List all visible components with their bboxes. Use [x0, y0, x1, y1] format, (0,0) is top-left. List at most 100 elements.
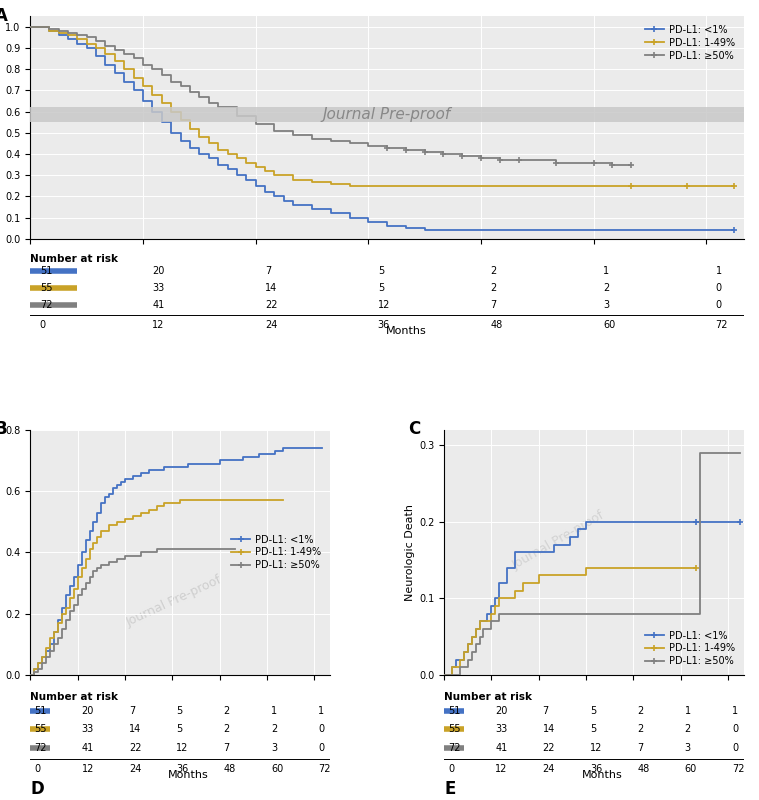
Text: 7: 7	[638, 743, 644, 753]
Text: 33: 33	[82, 725, 94, 734]
Text: 7: 7	[265, 266, 271, 277]
Text: 55: 55	[448, 725, 461, 734]
Text: 14: 14	[543, 725, 555, 734]
Text: 72: 72	[34, 743, 47, 753]
Text: 7: 7	[543, 706, 549, 716]
Text: Journal Pre-proof: Journal Pre-proof	[323, 107, 451, 122]
Text: 36: 36	[176, 764, 188, 774]
Text: E: E	[444, 780, 455, 798]
Text: 22: 22	[543, 743, 555, 753]
Legend: PD-L1: <1%, PD-L1: 1-49%, PD-L1: ≥50%: PD-L1: <1%, PD-L1: 1-49%, PD-L1: ≥50%	[641, 626, 739, 670]
Text: 20: 20	[496, 706, 508, 716]
Text: 72: 72	[39, 300, 52, 310]
Text: 24: 24	[129, 764, 141, 774]
Text: 51: 51	[34, 706, 47, 716]
Text: 3: 3	[271, 743, 277, 753]
Text: 2: 2	[638, 725, 644, 734]
Text: 7: 7	[490, 300, 496, 310]
Legend: PD-L1: <1%, PD-L1: 1-49%, PD-L1: ≥50%: PD-L1: <1%, PD-L1: 1-49%, PD-L1: ≥50%	[227, 530, 326, 574]
Bar	[30, 107, 744, 122]
Text: 12: 12	[176, 743, 189, 753]
Text: 1: 1	[318, 706, 324, 716]
Legend: PD-L1: <1%, PD-L1: 1-49%, PD-L1: ≥50%: PD-L1: <1%, PD-L1: 1-49%, PD-L1: ≥50%	[641, 21, 739, 65]
Text: 2: 2	[271, 725, 277, 734]
Text: 72: 72	[732, 764, 745, 774]
Text: 48: 48	[224, 764, 236, 774]
Text: 12: 12	[153, 320, 165, 330]
Text: C: C	[408, 420, 420, 438]
Text: 20: 20	[153, 266, 165, 277]
Text: 1: 1	[732, 706, 738, 716]
Text: 51: 51	[448, 706, 461, 716]
Text: 14: 14	[265, 283, 277, 294]
Text: 24: 24	[543, 764, 555, 774]
Text: 2: 2	[638, 706, 644, 716]
Text: 5: 5	[378, 283, 384, 294]
Text: 12: 12	[82, 764, 94, 774]
Text: 0: 0	[716, 300, 722, 310]
Text: 24: 24	[265, 320, 278, 330]
Text: 60: 60	[271, 764, 283, 774]
Text: 5: 5	[590, 725, 597, 734]
Text: 2: 2	[224, 706, 230, 716]
Text: 1: 1	[716, 266, 722, 277]
Text: 60: 60	[685, 764, 697, 774]
Text: 12: 12	[590, 743, 603, 753]
Text: 5: 5	[176, 725, 183, 734]
Text: 2: 2	[224, 725, 230, 734]
Text: 41: 41	[153, 300, 165, 310]
Text: 0: 0	[732, 725, 738, 734]
Text: 5: 5	[590, 706, 597, 716]
Text: 5: 5	[176, 706, 183, 716]
Text: 0: 0	[318, 725, 324, 734]
Text: 72: 72	[318, 764, 331, 774]
Text: 20: 20	[82, 706, 94, 716]
Text: A: A	[0, 7, 8, 25]
Text: 0: 0	[448, 764, 454, 774]
Text: Months: Months	[386, 326, 427, 336]
Text: 51: 51	[39, 266, 52, 277]
Text: 2: 2	[490, 266, 496, 277]
Text: 7: 7	[129, 706, 135, 716]
Text: 0: 0	[39, 320, 46, 330]
Text: Number at risk: Number at risk	[30, 692, 118, 702]
Text: 48: 48	[490, 320, 502, 330]
Text: 55: 55	[34, 725, 47, 734]
Y-axis label: Neurologic Death: Neurologic Death	[405, 504, 414, 601]
Text: 2: 2	[603, 283, 609, 294]
Text: 48: 48	[638, 764, 650, 774]
Text: 1: 1	[271, 706, 277, 716]
Y-axis label: Overall
Survival: Overall Survival	[0, 105, 1, 150]
Text: B: B	[0, 420, 7, 438]
Text: 3: 3	[603, 300, 609, 310]
Text: 2: 2	[685, 725, 691, 734]
Y-axis label: Systemic Death: Systemic Death	[0, 508, 1, 597]
Text: 0: 0	[34, 764, 40, 774]
Text: 14: 14	[129, 725, 141, 734]
Text: 41: 41	[496, 743, 508, 753]
Text: Months: Months	[581, 770, 622, 781]
Text: 12: 12	[496, 764, 508, 774]
Text: 33: 33	[153, 283, 165, 294]
Text: 1: 1	[603, 266, 609, 277]
Text: 72: 72	[716, 320, 728, 330]
Text: 3: 3	[685, 743, 691, 753]
Text: 60: 60	[603, 320, 616, 330]
Text: 33: 33	[496, 725, 508, 734]
Text: 0: 0	[318, 743, 324, 753]
Text: 41: 41	[82, 743, 94, 753]
Text: 22: 22	[265, 300, 278, 310]
Text: 72: 72	[448, 743, 461, 753]
Text: Journal Pre-proof: Journal Pre-proof	[510, 509, 606, 572]
Text: 0: 0	[716, 283, 722, 294]
Text: Months: Months	[168, 770, 209, 781]
Text: 2: 2	[490, 283, 496, 294]
Text: 1: 1	[685, 706, 691, 716]
Text: 36: 36	[590, 764, 602, 774]
Text: 22: 22	[129, 743, 141, 753]
Text: Number at risk: Number at risk	[30, 254, 118, 265]
Text: 5: 5	[378, 266, 384, 277]
Text: Journal Pre-proof: Journal Pre-proof	[124, 574, 224, 630]
Text: 12: 12	[378, 300, 390, 310]
Text: D: D	[30, 780, 44, 798]
